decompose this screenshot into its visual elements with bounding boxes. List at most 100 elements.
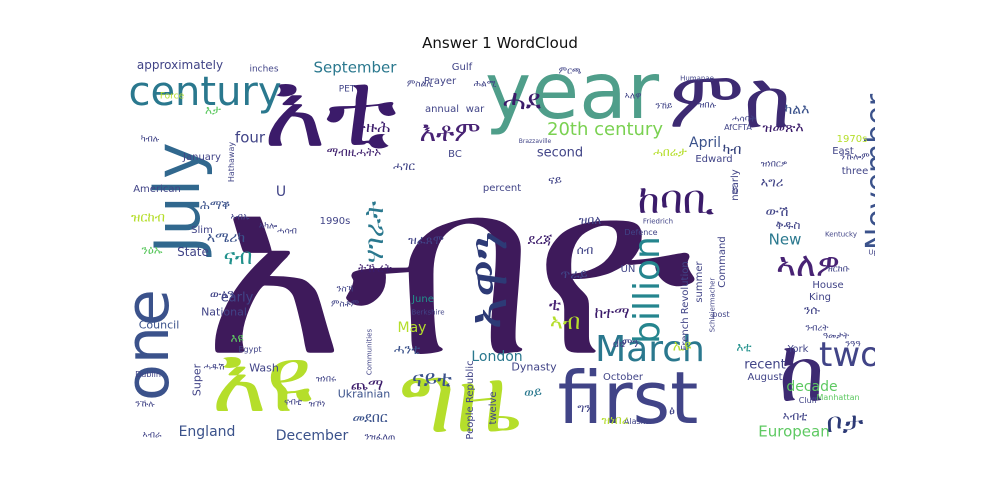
word-68: UN bbox=[620, 264, 636, 275]
word-111: ቲ bbox=[548, 294, 562, 315]
word-107: AfCFTA bbox=[724, 123, 752, 132]
word-31: December bbox=[275, 428, 349, 440]
word-11: ኣዋን bbox=[455, 230, 520, 330]
word-0: አብዮ bbox=[203, 130, 697, 410]
word-132: እታ bbox=[204, 103, 222, 117]
word-89: East bbox=[832, 146, 854, 157]
word-152: ንኸይ bbox=[655, 101, 673, 112]
word-19: 20th century bbox=[547, 119, 663, 140]
word-83: inches bbox=[249, 64, 279, 75]
word-134: ንዕኡ bbox=[141, 243, 163, 257]
word-108: Brazzaville bbox=[518, 138, 552, 145]
word-27: April bbox=[689, 135, 721, 151]
word-40: ቦታ bbox=[826, 406, 864, 439]
word-118: ንሱ bbox=[804, 303, 820, 317]
word-53: ዝርከብ bbox=[130, 210, 166, 226]
word-139: ንስኻ bbox=[336, 284, 354, 295]
word-102: Communities bbox=[365, 328, 374, 376]
word-159: ዓመታት bbox=[822, 331, 850, 342]
word-65: King bbox=[808, 292, 832, 303]
word-101: Upper bbox=[868, 248, 875, 257]
word-129: ዝፈጸሞ bbox=[408, 233, 444, 247]
word-137: ኣካሎ bbox=[258, 221, 278, 232]
word-157: ዝርከቡ bbox=[826, 264, 850, 275]
word-151: ኣለዋ bbox=[624, 91, 642, 102]
word-99: Friedrich bbox=[642, 217, 674, 226]
word-29: ናብ bbox=[223, 245, 253, 270]
word-160: ንዓዓ bbox=[845, 339, 861, 350]
word-80: war bbox=[465, 104, 485, 115]
word-125: ዝነበረ bbox=[601, 413, 629, 427]
chart-title: Answer 1 WordCloud bbox=[422, 34, 578, 52]
word-50: ጥራይ bbox=[560, 267, 588, 283]
word-24: ቡዙሕ bbox=[353, 117, 391, 136]
word-114: ናይ bbox=[548, 173, 562, 187]
word-70: Command bbox=[717, 236, 728, 288]
word-26: second bbox=[536, 145, 584, 161]
word-20: ሓደ bbox=[502, 83, 542, 116]
word-97: Hathaway bbox=[227, 141, 236, 183]
word-148: ምስልሊ bbox=[406, 79, 434, 90]
word-94: Cluff bbox=[798, 396, 818, 405]
word-138: ሓሳብ bbox=[277, 226, 297, 237]
word-58: Wash bbox=[249, 361, 279, 375]
word-146: ኣብራ bbox=[142, 430, 162, 440]
word-76: percent bbox=[482, 183, 522, 194]
word-66: House bbox=[812, 280, 844, 291]
word-67: June bbox=[412, 294, 434, 305]
word-87: 1990s bbox=[319, 216, 351, 227]
word-16: ከባቢ bbox=[637, 177, 715, 223]
word-140: ምስቶም bbox=[331, 299, 359, 310]
word-143: ናብቲ bbox=[284, 397, 302, 408]
word-72: People Republic bbox=[465, 360, 476, 440]
word-126: ሓበሬታ bbox=[653, 145, 687, 159]
word-62: October bbox=[602, 372, 644, 383]
word-81: BC bbox=[448, 149, 462, 160]
word-149: ሕልሚ bbox=[473, 79, 497, 90]
word-84: January bbox=[183, 152, 221, 163]
word-43: ጨማ bbox=[350, 375, 384, 394]
word-153: ዝበሉ bbox=[697, 100, 717, 111]
word-106: Schleiermacher bbox=[708, 277, 717, 333]
word-147: ንዝፈለጠ bbox=[364, 432, 396, 440]
word-133: እዩ bbox=[230, 331, 244, 345]
word-109: Humanae bbox=[680, 74, 714, 83]
word-5: first bbox=[557, 356, 699, 440]
word-56: National bbox=[201, 305, 247, 319]
word-112: ኢዩ bbox=[672, 338, 692, 354]
word-4: ግዜ bbox=[400, 344, 520, 440]
word-120: ምን bbox=[621, 336, 639, 350]
word-88: 1970s bbox=[836, 134, 868, 145]
word-135: ካብሉ bbox=[140, 134, 160, 145]
word-78: Prayer bbox=[423, 76, 457, 87]
word-34: May bbox=[397, 320, 427, 336]
word-13: billion bbox=[627, 236, 668, 344]
word-38: decade bbox=[786, 379, 838, 395]
word-144: ሓዱሽ bbox=[203, 362, 225, 373]
word-122: ኣብቲ bbox=[782, 409, 808, 423]
word-105: post bbox=[712, 310, 730, 319]
word-17: ኣለዎ bbox=[776, 245, 840, 285]
word-124: ሰብ bbox=[576, 243, 594, 257]
word-42: መደበር bbox=[352, 410, 388, 426]
word-49: ደረጃ bbox=[527, 232, 553, 248]
word-93: Alaska bbox=[623, 417, 651, 426]
word-121: ግን bbox=[577, 401, 591, 415]
word-52: ማብዚሓትኦ bbox=[326, 145, 382, 159]
word-77: Gulf bbox=[451, 62, 473, 73]
word-35: London bbox=[471, 349, 523, 365]
word-33: early bbox=[220, 290, 254, 306]
word-79: annual bbox=[424, 104, 460, 115]
word-6: እዩ bbox=[211, 326, 313, 433]
word-130: ሕማቕ bbox=[200, 198, 230, 212]
word-55: State bbox=[177, 245, 209, 259]
word-96: Force bbox=[159, 91, 185, 102]
word-141: ዝነበሩ bbox=[315, 374, 337, 385]
word-98: Defence bbox=[624, 228, 658, 237]
word-28: New bbox=[768, 230, 802, 249]
word-110: ኣብ bbox=[549, 310, 581, 335]
word-136: ኣብኡ bbox=[230, 212, 250, 223]
word-2: year bbox=[484, 60, 660, 137]
word-32: England bbox=[178, 424, 236, 440]
